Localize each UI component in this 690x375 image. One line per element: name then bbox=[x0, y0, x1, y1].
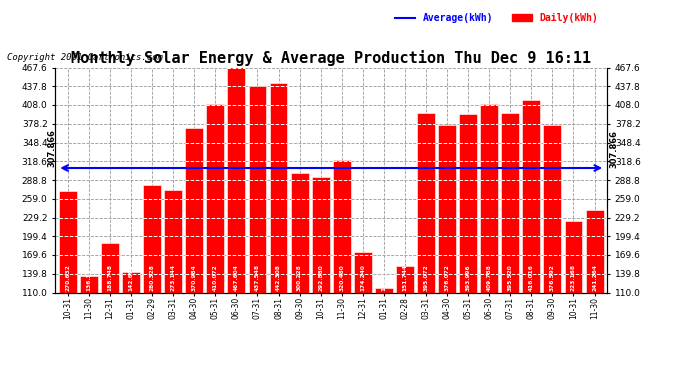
Bar bbox=[290, 173, 308, 292]
Text: 307.866: 307.866 bbox=[610, 130, 619, 168]
Text: 467.604: 467.604 bbox=[234, 264, 239, 291]
Bar bbox=[143, 185, 161, 292]
Text: Copyright 2021 Cartronics.com: Copyright 2021 Cartronics.com bbox=[7, 53, 163, 62]
Bar bbox=[480, 104, 498, 292]
Bar bbox=[564, 221, 582, 292]
Text: 188.748: 188.748 bbox=[108, 264, 112, 291]
Text: 395.072: 395.072 bbox=[424, 264, 428, 291]
Text: 307.866: 307.866 bbox=[47, 129, 57, 167]
Bar bbox=[586, 210, 604, 292]
Bar bbox=[354, 252, 372, 292]
Bar bbox=[270, 83, 288, 292]
Text: 300.228: 300.228 bbox=[297, 264, 302, 291]
Text: 280.328: 280.328 bbox=[150, 264, 155, 291]
Text: 409.788: 409.788 bbox=[486, 264, 492, 291]
Bar bbox=[333, 160, 351, 292]
Text: 223.168: 223.168 bbox=[571, 264, 576, 291]
Bar bbox=[502, 113, 520, 292]
Text: 442.308: 442.308 bbox=[276, 264, 281, 291]
Text: 273.144: 273.144 bbox=[170, 264, 176, 291]
Text: 142.692: 142.692 bbox=[128, 264, 134, 291]
Bar bbox=[375, 288, 393, 292]
Bar bbox=[396, 266, 414, 292]
Bar bbox=[164, 190, 182, 292]
Title: Monthly Solar Energy & Average Production Thu Dec 9 16:11: Monthly Solar Energy & Average Productio… bbox=[71, 50, 591, 66]
Bar bbox=[459, 114, 477, 292]
Text: 292.880: 292.880 bbox=[318, 264, 323, 291]
Bar bbox=[101, 243, 119, 292]
Text: 136.384: 136.384 bbox=[86, 264, 91, 291]
Text: 410.072: 410.072 bbox=[213, 264, 218, 291]
Bar bbox=[59, 191, 77, 292]
Bar bbox=[122, 272, 140, 292]
Bar bbox=[312, 177, 330, 292]
Bar bbox=[248, 86, 266, 292]
Bar bbox=[186, 128, 204, 292]
Text: 370.984: 370.984 bbox=[192, 264, 197, 291]
Bar bbox=[417, 113, 435, 292]
Text: 393.996: 393.996 bbox=[466, 265, 471, 291]
Legend: Average(kWh), Daily(kWh): Average(kWh), Daily(kWh) bbox=[391, 9, 602, 27]
Text: 270.632: 270.632 bbox=[66, 264, 70, 291]
Bar bbox=[438, 125, 456, 292]
Text: 395.520: 395.520 bbox=[508, 264, 513, 291]
Text: 376.592: 376.592 bbox=[550, 264, 555, 291]
Text: 416.016: 416.016 bbox=[529, 264, 534, 291]
Text: 116.984: 116.984 bbox=[382, 264, 386, 291]
Text: 151.744: 151.744 bbox=[402, 264, 407, 291]
Text: 241.264: 241.264 bbox=[592, 264, 597, 291]
Text: 174.240: 174.240 bbox=[360, 264, 365, 291]
Text: 320.480: 320.480 bbox=[339, 264, 344, 291]
Text: 437.548: 437.548 bbox=[255, 264, 260, 291]
Bar bbox=[522, 100, 540, 292]
Bar bbox=[228, 68, 246, 292]
Bar bbox=[206, 104, 224, 292]
Bar bbox=[80, 276, 98, 292]
Bar bbox=[544, 125, 562, 292]
Text: 376.072: 376.072 bbox=[444, 264, 450, 291]
